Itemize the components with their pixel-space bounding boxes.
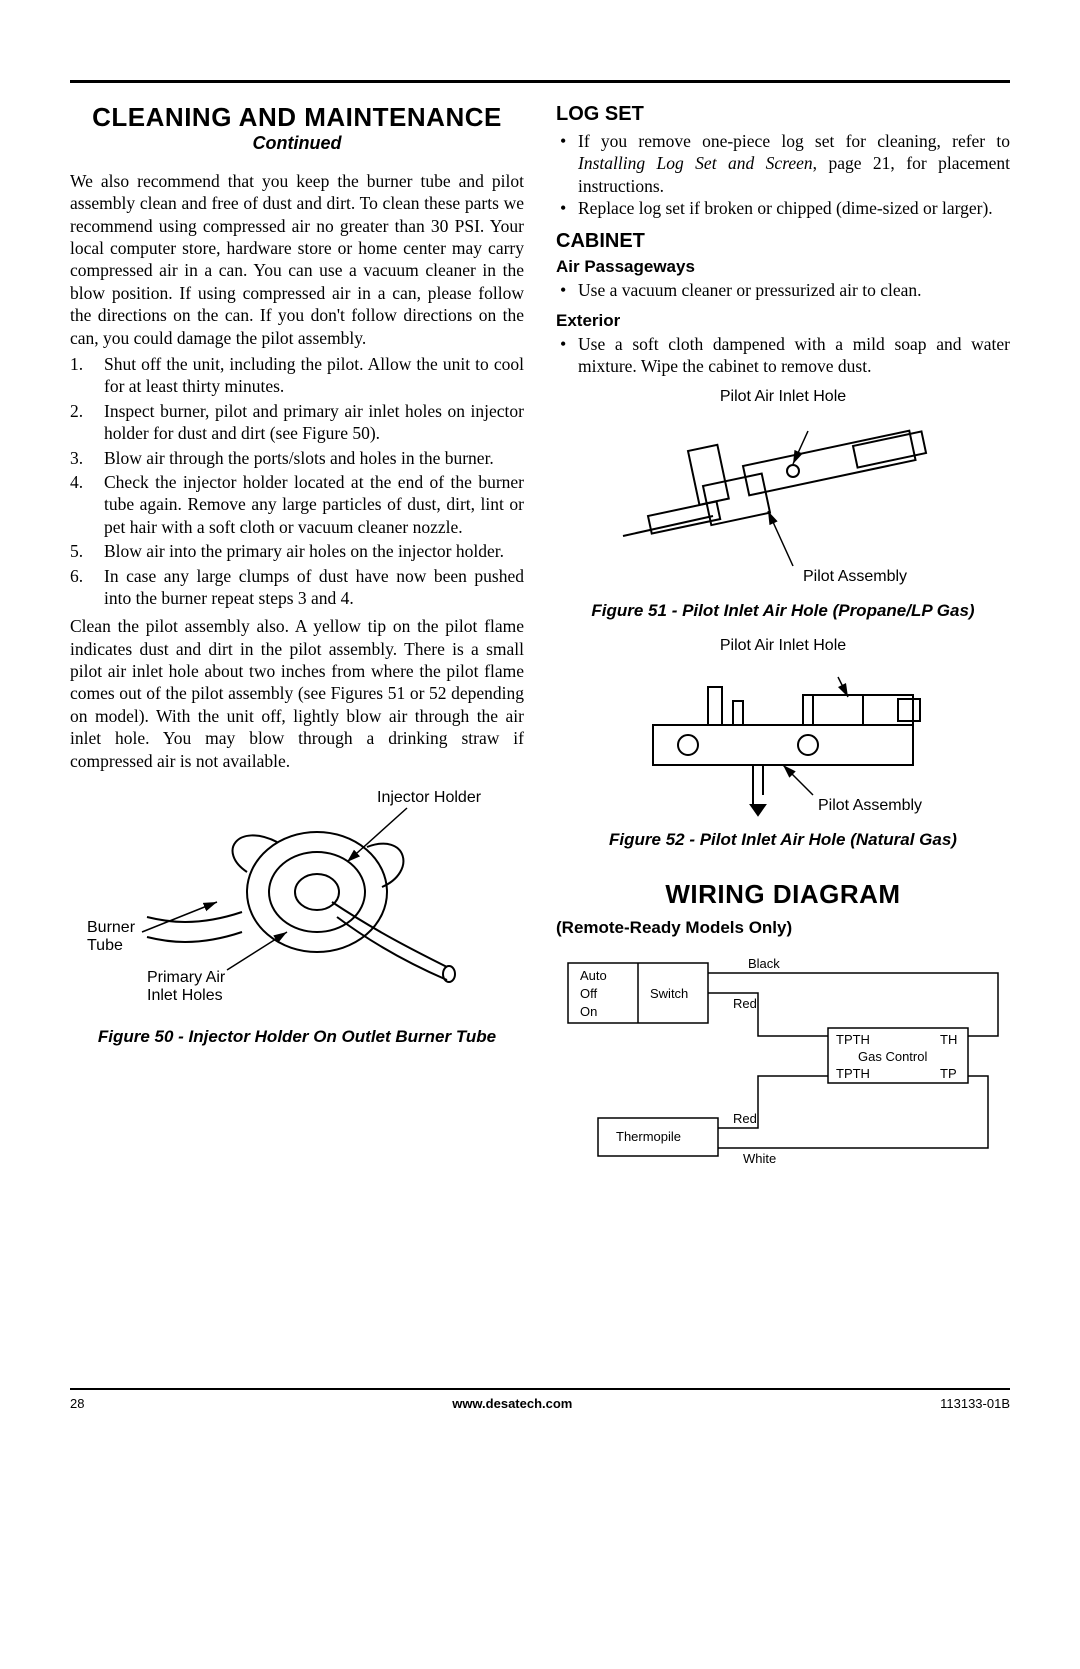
list-item: Use a soft cloth dampened with a mild so… (556, 333, 1010, 378)
figure-50-caption: Figure 50 - Injector Holder On Outlet Bu… (70, 1026, 524, 1047)
fig52-top-label: Pilot Air Inlet Hole (556, 637, 1010, 655)
exterior-bullets: Use a soft cloth dampened with a mild so… (556, 333, 1010, 378)
page-footer: 28 www.desatech.com 113133-01B (70, 1388, 1010, 1411)
page-number: 28 (70, 1396, 84, 1411)
list-item: If you remove one-piece log set for clea… (556, 130, 1010, 197)
wiring-subtitle: (Remote-Ready Models Only) (556, 918, 1010, 938)
pilot-assembly-label-2: Pilot Assembly (818, 797, 922, 814)
figure-51-caption: Figure 51 - Pilot Inlet Air Hole (Propan… (556, 600, 1010, 621)
figure-52-caption: Figure 52 - Pilot Inlet Air Hole (Natura… (556, 829, 1010, 850)
wiring-title: WIRING DIAGRAM (556, 880, 1010, 910)
intro-paragraph: We also recommend that you keep the burn… (70, 170, 524, 349)
footer-url: www.desatech.com (452, 1396, 572, 1411)
primary-air-label-line1: Primary Air (147, 969, 226, 986)
step-item: Blow air through the ports/slots and hol… (70, 447, 524, 469)
figure-50-diagram: Injector Holder Burner Tube Primary Air … (77, 782, 517, 1022)
two-column-layout: CLEANING AND MAINTENANCE Continued We al… (70, 103, 1010, 1168)
switch-off: Off (580, 986, 597, 1001)
list-item: Use a vacuum cleaner or pressurized air … (556, 279, 1010, 301)
logset-heading: LOG SET (556, 103, 1010, 126)
list-item: Replace log set if broken or chipped (di… (556, 197, 1010, 219)
wire-red-2: Red (733, 1111, 757, 1126)
step-item: Check the injector holder located at the… (70, 471, 524, 538)
step-item: In case any large clumps of dust have no… (70, 565, 524, 610)
continued-label: Continued (70, 133, 524, 154)
left-column: CLEANING AND MAINTENANCE Continued We al… (70, 103, 524, 1168)
exterior-heading: Exterior (556, 311, 1010, 331)
wire-black: Black (748, 956, 780, 971)
gas-name: Gas Control (858, 1049, 927, 1064)
wire-white: White (743, 1151, 776, 1166)
pilot-assembly-label: Pilot Assembly (803, 568, 907, 585)
gas-tp: TP (940, 1066, 957, 1081)
burner-tube-label-line1: Burner (87, 919, 136, 936)
step-item: Blow air into the primary air holes on t… (70, 540, 524, 562)
gas-tpth2: TPTH (836, 1066, 870, 1081)
fig51-top-label: Pilot Air Inlet Hole (556, 388, 1010, 406)
air-passageways-heading: Air Passageways (556, 257, 1010, 277)
primary-air-label-line2: Inlet Holes (147, 987, 223, 1004)
right-column: LOG SET If you remove one-piece log set … (556, 103, 1010, 1168)
figure-52-diagram: Pilot Assembly (613, 665, 953, 825)
wire-red-1: Red (733, 996, 757, 1011)
logset-bullets: If you remove one-piece log set for clea… (556, 130, 1010, 220)
burner-tube-label-line2: Tube (87, 937, 123, 954)
gas-tpth: TPTH (836, 1032, 870, 1047)
doc-number: 113133-01B (940, 1396, 1010, 1411)
step-item: Inspect burner, pilot and primary air in… (70, 400, 524, 445)
cabinet-heading: CABINET (556, 230, 1010, 253)
top-rule (70, 80, 1010, 83)
thermopile-label: Thermopile (616, 1129, 681, 1144)
air-bullets: Use a vacuum cleaner or pressurized air … (556, 279, 1010, 301)
steps-list: Shut off the unit, including the pilot. … (70, 353, 524, 609)
injector-holder-label: Injector Holder (377, 789, 482, 806)
switch-on: On (580, 1004, 597, 1019)
switch-label: Switch (650, 986, 688, 1001)
section-title: CLEANING AND MAINTENANCE (70, 103, 524, 133)
figure-51-diagram: Pilot Assembly (593, 416, 973, 596)
switch-auto: Auto (580, 968, 607, 983)
wiring-diagram: Auto Off On Switch Black Red Red White T… (558, 948, 1008, 1168)
after-paragraph: Clean the pilot assembly also. A yellow … (70, 615, 524, 772)
step-item: Shut off the unit, including the pilot. … (70, 353, 524, 398)
gas-th: TH (940, 1032, 957, 1047)
